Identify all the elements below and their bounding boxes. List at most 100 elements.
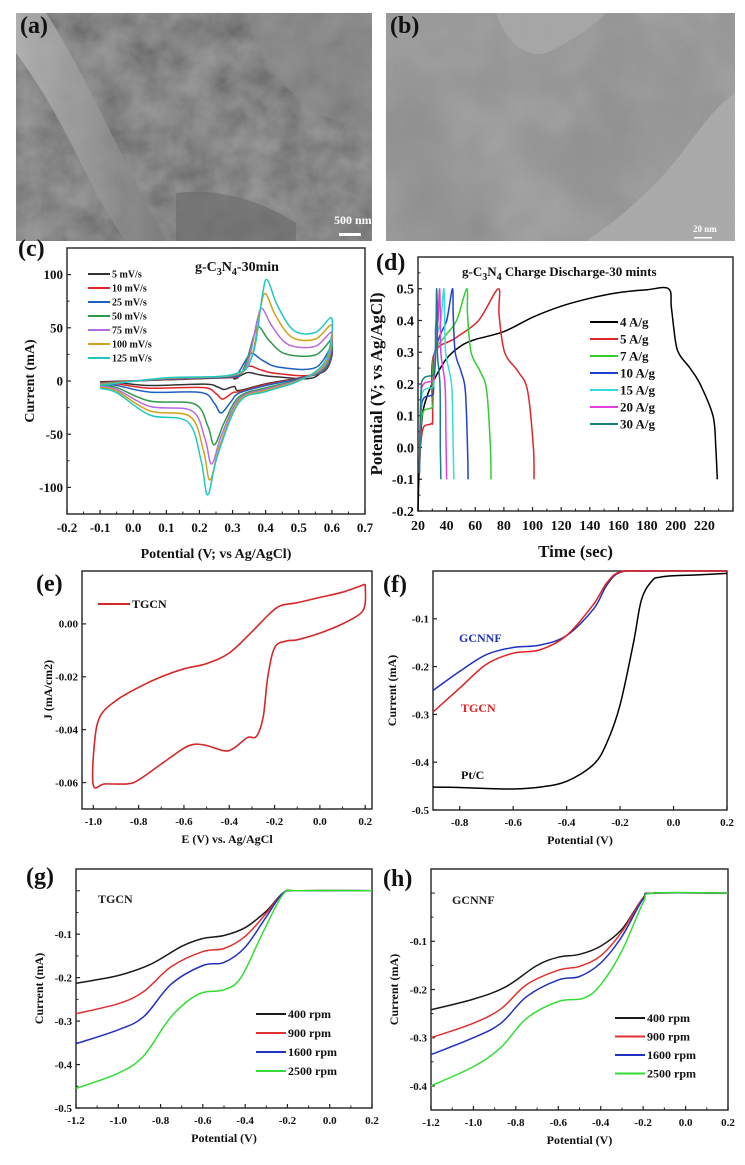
legend-label: 2500 rpm [647,1067,696,1081]
gcd-curve [418,288,535,480]
lsv-curve [430,891,729,1087]
x-tick-label: 160 [608,519,629,534]
scale-bar [339,233,361,236]
x-axis-label: Time (sec) [538,542,613,561]
y-tick-label: -0.3 [55,1016,73,1028]
y-tick-label: 0.1 [397,410,415,425]
scale-bar-label: 500 nm [334,213,372,227]
lsv-curve [432,570,728,713]
y-tick-label: 0 [57,374,64,389]
x-tick-label: 0.7 [357,520,374,535]
legend-label: 5 A/g [620,332,649,347]
gcd-curve [418,288,442,480]
x-tick-label: 0.4 [258,520,275,535]
y-tick-label: 100 [44,267,64,282]
inner-title: GCNNF [452,893,495,907]
x-tick-label: 80 [497,519,511,534]
x-tick-label: 180 [637,519,658,534]
x-tick-label: 0.3 [224,520,241,535]
y-tick-label: -0.4 [412,757,430,769]
x-tick-label: 0.0 [323,1115,337,1127]
legend-label: 10 A/g [620,366,656,381]
x-axis-label: Potential (V) [547,833,613,847]
y-tick-label: 0.5 [397,283,415,298]
chart-g: -1.2 -1.0 -0.8 -0.6 -0.4 -0.2 0.0 0.2 -0.1 -0.2 -0… [32,868,379,1145]
y-tick-label: 0.3 [397,346,415,361]
x-tick-label: 0.0 [125,520,141,535]
chart-c: -0.2 -0.1 0.0 0.1 0.2 0.3 0.4 0.5 0.6 0.7 100 50 0 -5… [23,247,374,562]
panel-label-e: (e) [36,571,63,597]
y-tick-label: 0.0 [397,441,415,456]
x-tick-label: 0.2 [365,1115,379,1127]
x-tick-label: 0.6 [324,520,341,535]
series-label-ptc: Pt/C [461,768,484,782]
tem-image-panel-b: (b) 20 nm [386,13,735,241]
x-tick-label: 0.2 [358,816,372,828]
panel-label-a: (a) [20,13,48,39]
x-axis-label: E (V) vs. Ag/AgCl [181,832,273,846]
x-tick-label: 0.0 [679,1117,693,1129]
x-tick-label: -0.4 [236,1115,254,1127]
x-tick-label: 100 [522,519,543,534]
y-tick-label: 0.2 [397,378,415,393]
x-tick-label: 200 [665,519,686,534]
x-tick-label: 140 [579,519,600,534]
x-tick-label: -0.6 [175,816,193,828]
x-tick-label: 0.1 [158,520,174,535]
cv-curve [99,307,334,465]
y-tick-label: -0.1 [392,473,414,488]
legend-label: 15 A/g [620,383,656,398]
chart-title: g-C3N4 Charge Discharge-30 mints [462,264,657,283]
chart-e: -1.0 -0.8 -0.6 -0.4 -0.2 0.0 0.2 0.00 -0.02 -0.04… [41,570,373,846]
gcd-curve [418,288,469,480]
x-tick-label: 0.0 [667,817,681,829]
x-tick-label: 0.2 [720,817,734,829]
x-tick-label: -0.2 [634,1117,652,1129]
legend-label: 900 rpm [647,1030,690,1044]
chart-f: -0.8 -0.6 -0.4 -0.2 0.0 0.2 -0.1 -0.2 -0.3 -0.4 -0… [385,570,734,847]
legend-label: 1600 rpm [647,1048,696,1062]
legend-label: 400 rpm [288,1007,331,1021]
x-tick-label: -0.2 [279,1115,297,1127]
inner-title: TGCN [98,892,133,906]
panel-label-d: (d) [376,250,406,276]
y-tick-label: -0.1 [412,614,429,626]
x-tick-label: 0.0 [313,816,327,828]
cv-curve [99,278,334,496]
legend-label: 900 rpm [288,1026,331,1040]
y-tick-label: 0.4 [397,314,415,329]
gcd-curve [417,286,719,512]
legend-label: TGCN [132,597,167,611]
chart-d: 20 40 60 80 100 120 140 160 180 200 220 0.5 0.4 0.3 0.… [367,256,734,561]
legend-label: 20 A/g [620,400,656,415]
x-axis-label: Potential (V) [191,1131,257,1145]
y-axis-label: Current (mA) [385,655,399,726]
lsv-curve [75,889,373,1015]
y-tick-label: -0.2 [55,972,73,984]
y-tick-label: -50 [46,427,63,442]
y-axis-label: Potential (V; vs Ag/AgCl) [367,292,386,475]
x-tick-label: -0.4 [558,817,576,829]
y-tick-label: -0.2 [392,505,414,520]
plot-frame [81,570,373,810]
x-tick-label: -0.8 [451,817,469,829]
y-tick-label: -0.02 [55,672,78,684]
legend-label: 2500 rpm [288,1064,337,1078]
tem-texture [386,13,735,241]
legend-label: 100 mV/s [112,340,152,351]
y-axis-label: Current (mA) [32,953,46,1024]
x-tick-label: 60 [468,519,482,534]
series-label-tgcn: TGCN [461,701,496,715]
lsv-curve [430,891,729,1011]
sem-texture [16,13,372,241]
x-tick-label: 40 [440,519,454,534]
y-tick-label: -0.1 [410,936,427,948]
panel-label-f: (f) [383,572,407,598]
panel-label-c: (c) [18,236,45,262]
y-tick-label: -0.4 [55,1059,73,1071]
series-label-gcnnf: GCNNF [459,631,502,645]
x-tick-label: 0.2 [191,520,207,535]
y-axis-label: J (mA/cm2) [41,660,55,720]
gcd-curve [418,288,492,480]
y-tick-label: 50 [50,320,63,335]
